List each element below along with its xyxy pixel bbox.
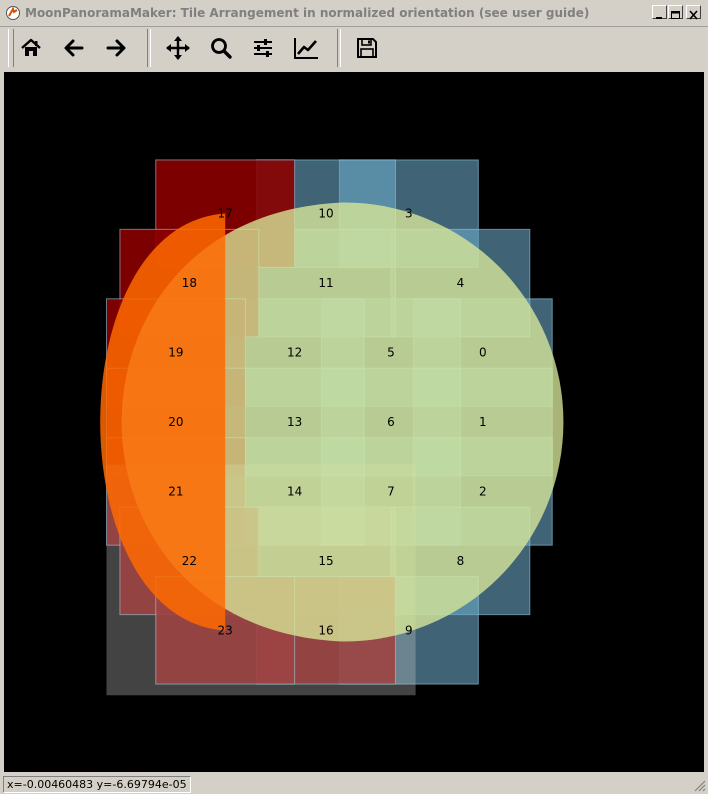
tile-label: 0 xyxy=(479,346,487,360)
tile-label: 16 xyxy=(318,623,333,637)
minimize-icon xyxy=(656,17,662,19)
save-button[interactable] xyxy=(350,31,384,65)
close-button[interactable] xyxy=(686,5,701,20)
processed-region xyxy=(100,213,226,631)
tile-label: 13 xyxy=(287,415,302,429)
tile-label: 7 xyxy=(387,484,395,498)
floppy-disk-icon xyxy=(357,38,377,58)
tile-label: 19 xyxy=(168,346,183,360)
moon-disk xyxy=(121,202,564,642)
tile-label: 6 xyxy=(387,415,395,429)
tile-label: 23 xyxy=(218,623,233,637)
resize-grip-icon[interactable] xyxy=(694,780,706,792)
tile-label: 9 xyxy=(405,623,413,637)
tile-label: 10 xyxy=(318,207,333,221)
subplots-button[interactable] xyxy=(246,31,280,65)
maximize-icon xyxy=(671,11,680,19)
tile-label: 5 xyxy=(387,346,395,360)
forward-button[interactable] xyxy=(99,31,133,65)
maximize-button[interactable] xyxy=(668,5,683,19)
tile-label: 4 xyxy=(457,276,465,290)
toolbar-separator xyxy=(147,29,151,67)
plot-canvas[interactable]: 0 1 2 3 4 5 6 7 8 9 10 11 12 13 14 15 16 17 18 19 20 21 22 23 xyxy=(4,72,704,772)
toolbar xyxy=(0,27,708,71)
window-title: MoonPanoramaMaker: Tile Arrangement in n… xyxy=(25,6,590,20)
tile-label: 3 xyxy=(405,207,413,221)
line-chart-icon xyxy=(294,38,318,59)
home-icon xyxy=(21,38,41,56)
tile-label: 18 xyxy=(182,276,197,290)
home-button[interactable] xyxy=(14,31,48,65)
tile-label: 22 xyxy=(182,554,197,568)
close-icon xyxy=(689,10,698,20)
tile-label: 17 xyxy=(218,207,233,221)
tile-label: 14 xyxy=(287,484,302,498)
tile-label: 15 xyxy=(318,554,333,568)
move-icon xyxy=(166,36,190,60)
tile-label: 11 xyxy=(318,276,333,290)
toolbar-grip[interactable] xyxy=(8,29,14,67)
tile-label: 8 xyxy=(457,554,465,568)
status-bar: x=-0.00460483 y=-6.69794e-05 xyxy=(0,774,708,794)
customize-button[interactable] xyxy=(289,31,323,65)
sliders-icon xyxy=(254,39,272,57)
back-button[interactable] xyxy=(57,31,91,65)
pan-button[interactable] xyxy=(161,31,195,65)
zoom-button[interactable] xyxy=(204,31,238,65)
tile-label: 21 xyxy=(168,484,183,498)
tile-label: 2 xyxy=(479,484,487,498)
app-icon xyxy=(6,6,20,20)
cursor-coordinates: x=-0.00460483 y=-6.69794e-05 xyxy=(3,776,191,793)
toolbar-separator xyxy=(337,29,341,67)
magnifier-icon xyxy=(211,38,232,59)
minimize-button[interactable] xyxy=(652,5,667,19)
tile-label: 12 xyxy=(287,346,302,360)
arrow-left-icon xyxy=(64,39,84,57)
title-bar: MoonPanoramaMaker: Tile Arrangement in n… xyxy=(0,0,708,27)
arrow-right-icon xyxy=(106,39,126,57)
tile-label: 20 xyxy=(168,415,183,429)
tile-label: 1 xyxy=(479,415,487,429)
